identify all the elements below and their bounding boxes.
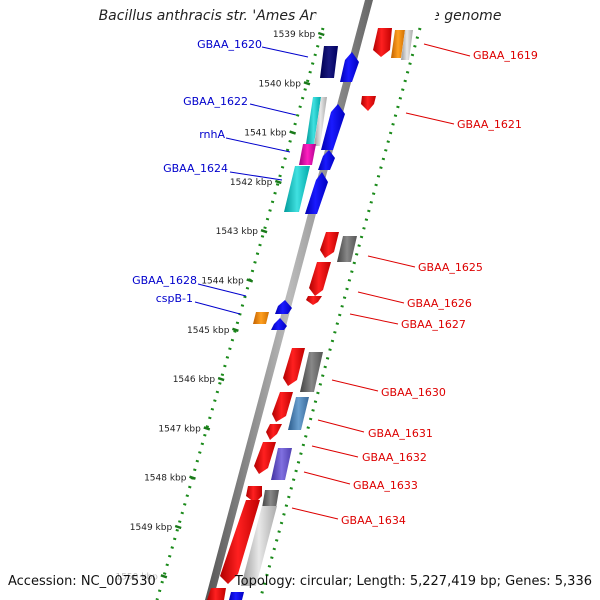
genome-summary-text: Topology: circular; Length: 5,227,419 bp… (234, 574, 592, 589)
label-gbaa-1625[interactable]: GBAA_1625 (418, 261, 483, 274)
tick-label: 1541 kbp (244, 129, 287, 139)
tick-mark (260, 229, 268, 234)
gene-block-steel-1631[interactable] (288, 397, 309, 430)
tick-mark (232, 327, 239, 332)
gene-arrow-gbaa-1625[interactable] (320, 232, 339, 258)
gene-arrow-bottom-red[interactable] (207, 588, 226, 600)
gene-arrow-gbaa-1628[interactable] (275, 300, 292, 314)
tick-label: 1545 kbp (187, 326, 230, 336)
gene-arrow-gbaa-1622[interactable] (321, 104, 345, 150)
gene-arrow-gbaa-1619[interactable] (373, 28, 392, 57)
label-gbaa-1627[interactable]: GBAA_1627 (401, 318, 466, 331)
gene-arrow-gbaa-1632[interactable] (266, 424, 282, 440)
label-gbaa-1622[interactable]: GBAA_1622 (183, 95, 248, 108)
gene-features (207, 28, 413, 600)
tick-layer: 1539 kbp 1540 kbp 1541 kbp 1542 kbp 1543 kbp… (115, 30, 325, 582)
label-gbaa-1634[interactable]: GBAA_1634 (341, 514, 406, 527)
gene-arrow-gbaa-1630[interactable] (283, 348, 305, 386)
tick-mark (303, 81, 311, 86)
gene-block-gray-1634[interactable] (262, 490, 279, 508)
label-gbaa-1630[interactable]: GBAA_1630 (381, 386, 446, 399)
accession-text: Accession: NC_007530 (8, 574, 156, 589)
label-gbaa-1624[interactable]: GBAA_1624 (163, 162, 228, 175)
tick-label: 1547 kbp (158, 424, 201, 434)
track-band (160, 0, 440, 600)
label-gbaa-1620[interactable]: GBAA_1620 (197, 38, 262, 51)
leader-gbaa-1628 (197, 283, 247, 297)
label-rnha[interactable]: rnhA (199, 128, 225, 141)
tick-label: 1542 kbp (230, 178, 273, 188)
leader-gbaa-1621 (405, 112, 455, 125)
label-cspb-1[interactable]: cspB-1 (156, 292, 193, 305)
gene-labels: GBAA_1620 GBAA_1622 rnhA GBAA_1624 GBAA_… (132, 38, 538, 527)
leader-gbaa-1627 (349, 313, 399, 325)
gene-block-lgray[interactable] (401, 30, 413, 60)
tick-mark (217, 376, 225, 382)
gene-arrow-gbaa-1627[interactable] (306, 296, 322, 305)
tick-mark (246, 278, 254, 283)
tick-label: 1548 kbp (144, 474, 187, 484)
leader-gbaa-1624 (229, 171, 283, 181)
gene-arrow-large-red[interactable] (220, 500, 260, 584)
gene-block-purple-1633[interactable] (271, 448, 292, 480)
leader-gbaa-1626 (357, 291, 405, 304)
leader-gbaa-1619 (423, 43, 471, 57)
gene-block-navy-1620[interactable] (320, 46, 338, 78)
label-gbaa-1632[interactable]: GBAA_1632 (362, 451, 427, 464)
gene-block-magenta-rnha[interactable] (299, 144, 316, 165)
label-gbaa-1621[interactable]: GBAA_1621 (457, 118, 522, 131)
gene-block-cyan-1624[interactable] (284, 166, 310, 212)
gene-block-gray-1625[interactable] (337, 236, 357, 262)
tick-label: 1539 kbp (273, 30, 316, 40)
gene-arrow-gbaa-1633[interactable] (254, 442, 276, 474)
gene-block-orange[interactable] (391, 30, 405, 58)
gene-block-cyan-1622[interactable] (306, 97, 321, 144)
gene-arrow-bottom-blue[interactable] (229, 592, 244, 600)
tick-mark (160, 574, 168, 579)
tick-label: 1549 kbp (130, 523, 173, 533)
gene-block-orange-cspb[interactable] (253, 312, 269, 324)
tick-label: 1544 kbp (201, 277, 244, 287)
label-gbaa-1626[interactable]: GBAA_1626 (407, 297, 472, 310)
label-gbaa-1633[interactable]: GBAA_1633 (353, 479, 418, 492)
gene-block-large-lgray[interactable] (241, 506, 277, 586)
tick-mark (289, 130, 297, 135)
gene-arrow-gbaa-1631[interactable] (272, 392, 293, 422)
leader-gbaa-1631 (317, 419, 365, 433)
gene-block-gray-1630[interactable] (300, 352, 323, 392)
gene-arrow-cspb-1[interactable] (271, 318, 287, 330)
tick-mark (203, 426, 211, 431)
label-gbaa-1619[interactable]: GBAA_1619 (473, 49, 538, 62)
tick-label: 1540 kbp (259, 79, 302, 89)
leader-gbaa-1630 (331, 379, 379, 392)
label-gbaa-1631[interactable]: GBAA_1631 (368, 427, 433, 440)
label-gbaa-1628[interactable]: GBAA_1628 (132, 274, 197, 287)
tick-mark (317, 31, 325, 37)
leader-gbaa-1634 (291, 507, 339, 520)
leader-gbaa-1622 (249, 103, 297, 116)
leader-gbaa-1633 (303, 471, 351, 485)
leader-gbaa-1620 (261, 46, 309, 58)
tick-label: 1546 kbp (173, 375, 216, 385)
leader-gbaa-1632 (311, 445, 359, 458)
tick-mark (174, 524, 182, 530)
leader-cspb-1 (194, 301, 241, 315)
gene-arrow-gbaa-1634[interactable] (246, 486, 262, 503)
gene-block-lgray-1622[interactable] (314, 97, 327, 146)
gene-arrow-gbaa-1621[interactable] (361, 96, 376, 111)
gene-arrow-gbaa-1626[interactable] (309, 262, 331, 296)
gene-arrow-rnha[interactable] (318, 150, 335, 170)
gene-arrow-gbaa-1624[interactable] (305, 172, 328, 214)
tick-mark (274, 179, 282, 185)
leader-lines (194, 43, 471, 520)
tick-label: 1550 kbp (115, 572, 158, 582)
gene-arrow-gbaa-1620[interactable] (340, 52, 359, 82)
gene-features-forward (253, 46, 359, 330)
tick-mark (189, 475, 196, 480)
leader-rnha (225, 137, 291, 153)
leader-gbaa-1625 (367, 255, 416, 268)
tick-label: 1543 kbp (216, 227, 259, 237)
